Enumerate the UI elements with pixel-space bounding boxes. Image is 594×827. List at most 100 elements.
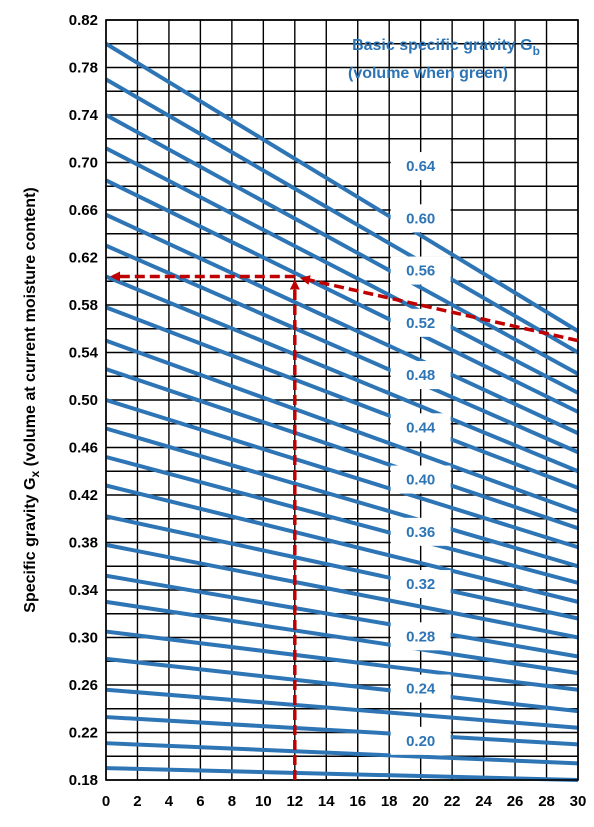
curve-label: 0.52 [390, 308, 451, 337]
curve-label-text: 0.20 [406, 733, 435, 750]
y-tick-label: 0.58 [69, 297, 98, 314]
x-tick-label: 0 [102, 793, 110, 810]
y-tick-label: 0.74 [69, 107, 99, 124]
y-tick-label: 0.42 [69, 487, 98, 504]
x-tick-label: 16 [349, 793, 366, 810]
gb-curve [105, 687, 579, 730]
gb-curve [104, 42, 580, 333]
y-tick-label: 0.82 [69, 12, 98, 29]
y-tick-label: 0.34 [69, 582, 99, 599]
gb-curve [105, 573, 579, 659]
curve-label-text: 0.24 [406, 681, 436, 698]
y-tick-label: 0.70 [69, 155, 98, 172]
gb-curve [105, 656, 579, 714]
x-tick-label: 10 [255, 793, 272, 810]
curve-label: 0.48 [390, 361, 451, 390]
curve-label-background [390, 204, 451, 233]
curve-label: 0.32 [390, 570, 451, 599]
legend-title-subscript: b [533, 44, 540, 58]
curve-label: 0.24 [390, 674, 451, 703]
x-tick-label: 8 [228, 793, 236, 810]
y-axis-label-text: Specific gravity Gx (volume at current m… [22, 187, 42, 612]
gb-curve [105, 629, 579, 692]
y-tick-label: 0.66 [69, 202, 98, 219]
x-tick-label: 24 [475, 793, 492, 810]
curve-label: 0.36 [390, 517, 451, 546]
y-tick-label: 0.18 [69, 772, 98, 789]
curve-label-text: 0.36 [406, 524, 435, 541]
curve-label-text: 0.56 [406, 263, 435, 280]
x-tick-label: 14 [318, 793, 335, 810]
curve-label-background [390, 152, 451, 181]
y-tick-label: 0.30 [69, 630, 98, 647]
y-axis-label-subscript: x [28, 471, 42, 478]
plot-area-border [105, 19, 579, 781]
gb-curve [105, 274, 579, 474]
y-tick-label: 0.50 [69, 392, 98, 409]
x-tick-label: 2 [133, 793, 141, 810]
y-tick-label: 0.22 [69, 725, 98, 742]
x-tick-label: 4 [165, 793, 174, 810]
gb-curve [105, 599, 579, 676]
curve-label: 0.44 [390, 413, 451, 442]
gb-curve [105, 243, 579, 455]
curve-label-background [390, 726, 451, 755]
curve-label-background [390, 517, 451, 546]
gb-curve [105, 212, 579, 436]
x-tick-label: 22 [444, 793, 461, 810]
curve-label: 0.64 [390, 152, 451, 181]
x-tick-label: 6 [196, 793, 204, 810]
curve-label-background [390, 674, 451, 703]
curve-label: 0.20 [390, 726, 451, 755]
axis-ticks: 0.18 0.22 0.26 0.30 0.34 0.38 0.42 0.46 0.50 0.54… [69, 12, 587, 810]
gb-curve [105, 338, 579, 514]
y-tick-label: 0.78 [69, 60, 98, 77]
gb-curve [105, 514, 579, 621]
x-tick-label: 12 [286, 793, 303, 810]
example-diagonal-arrow [299, 275, 579, 343]
curve-label-background [390, 622, 451, 651]
x-tick-label: 30 [570, 793, 587, 810]
y-tick-label: 0.62 [69, 250, 98, 267]
curve-label-text: 0.28 [406, 628, 435, 645]
gb-curve [105, 766, 579, 782]
curve-label: 0.40 [390, 465, 451, 494]
curve-label-text: 0.48 [406, 367, 435, 384]
y-tick-label: 0.54 [69, 345, 99, 362]
gb-curve [105, 113, 579, 376]
gb-curve [105, 741, 579, 766]
gb-curve [104, 77, 580, 355]
y-tick-label: 0.26 [69, 677, 98, 694]
curve-label: 0.28 [390, 622, 451, 651]
curve-label-text: 0.44 [406, 419, 436, 436]
gb-curve [105, 426, 579, 569]
curve-label-background [390, 413, 451, 442]
y-tick-label: 0.38 [69, 535, 98, 552]
x-tick-label: 28 [538, 793, 555, 810]
curve-labels: 0.64 0.60 0.56 0.52 0.48 0.44 0.40 0.36 0.32 0.28… [390, 152, 451, 755]
curve-label-text: 0.60 [406, 210, 435, 227]
curve-label-background [390, 465, 451, 494]
y-axis-label-main: Specific gravity G [22, 478, 39, 613]
gb-curve [105, 305, 579, 490]
curve-label-text: 0.64 [406, 158, 436, 175]
curve-label: 0.60 [390, 204, 451, 233]
gb-curve [105, 455, 579, 585]
gb-curve [105, 715, 579, 747]
legend-title-line1: Basic specific gravity Gb [352, 37, 540, 58]
curve-label-background [390, 570, 451, 599]
gb-curve [105, 178, 579, 414]
curve-label-background [390, 361, 451, 390]
curve-label: 0.56 [390, 256, 451, 285]
y-axis-label-tail: (volume at current moisture content) [22, 187, 39, 471]
curve-label-text: 0.40 [406, 472, 435, 489]
gb-curve [105, 483, 579, 604]
legend-title: Basic specific gravity Gb (volume when g… [348, 37, 540, 82]
curve-label-background [390, 308, 451, 337]
curve-label-text: 0.52 [406, 315, 435, 332]
gb-curve [105, 146, 579, 395]
gb-curve [105, 398, 579, 550]
gb-curve [105, 542, 579, 640]
